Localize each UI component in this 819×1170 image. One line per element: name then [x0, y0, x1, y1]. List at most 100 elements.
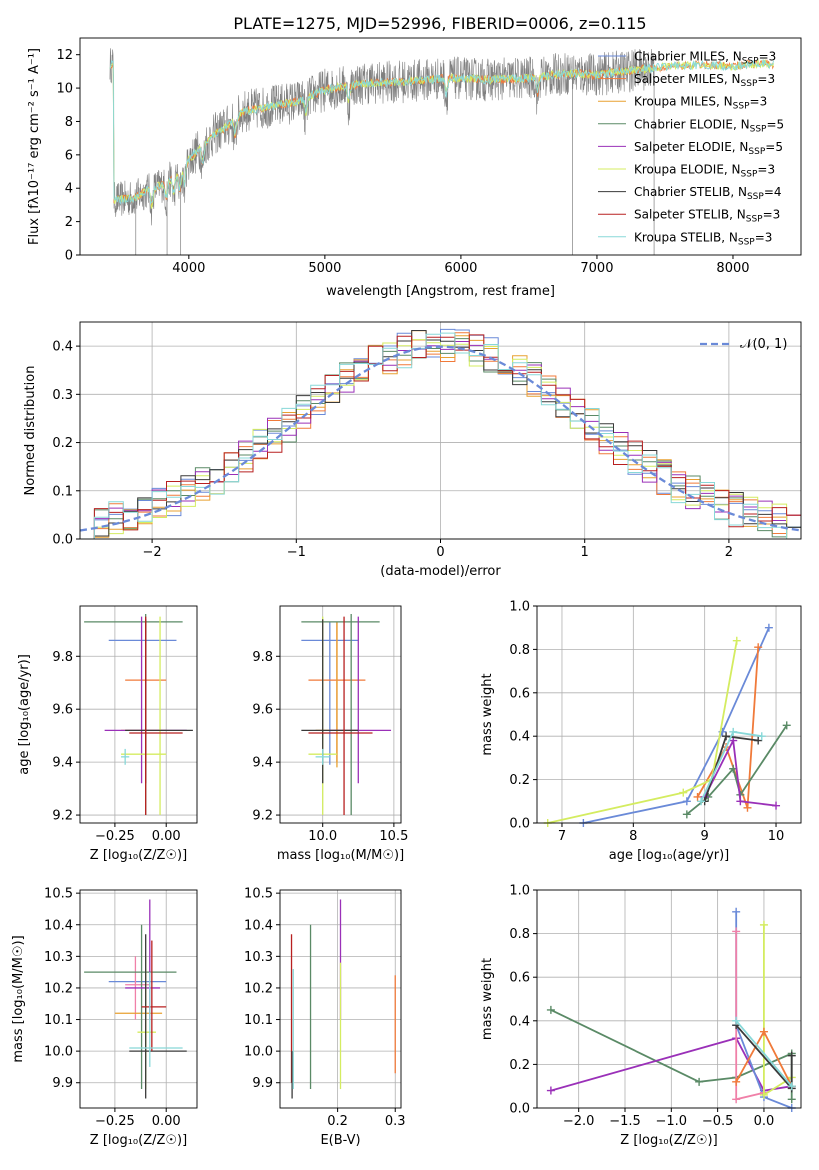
y-tick-label: 10 — [56, 82, 73, 97]
x-tick-label: −2 — [143, 545, 162, 560]
weight-series — [583, 627, 770, 823]
weight-marker — [787, 1095, 796, 1104]
y-axis-label: Normed distribution — [23, 366, 38, 496]
axes-frame — [79, 605, 198, 824]
x-tick-label: 10 — [768, 829, 785, 844]
y-tick-label: 9.2 — [52, 809, 73, 824]
y-axis-label: mass weight — [480, 673, 495, 755]
weight-series — [547, 640, 738, 823]
y-axis-label: mass [log₁₀(M/M☉)] — [11, 935, 26, 1062]
y-tick-label: 9.4 — [252, 756, 273, 771]
y-tick-label: 10.5 — [44, 887, 73, 902]
histogram-series — [80, 334, 801, 539]
x-axis-label: Z [log₁₀(Z/Z☉)] — [620, 1133, 717, 1148]
age-vs-mass-panel: 10.0 10.5 9.2 9.4 9.6 9.8 mass [log₁₀(M/M☉)] — [252, 605, 408, 863]
axes-frame — [536, 889, 802, 1109]
x-tick-label: 0.00 — [152, 1114, 181, 1129]
y-tick-label: 9.2 — [252, 809, 273, 824]
weight-marker — [697, 797, 706, 806]
mass-weight-vs-age-panel: 7 8 9 10 0.0 0.2 0.4 0.6 0.8 1.0 age [log₁₀(age/yr… — [480, 600, 802, 863]
y-tick-label: 10.1 — [244, 1013, 273, 1028]
weight-marker — [679, 788, 688, 797]
y-tick-label: 9.9 — [52, 1076, 73, 1091]
weight-marker — [754, 736, 763, 745]
weight-series — [735, 1020, 793, 1087]
y-tick-label: 0 — [65, 249, 73, 264]
x-tick-label: 0.00 — [152, 829, 181, 844]
y-tick-label: 0.4 — [509, 730, 530, 745]
y-tick-label: 0.3 — [52, 388, 73, 403]
x-axis-label: wavelength [Angstrom, rest frame] — [326, 284, 555, 299]
x-tick-label: −1.5 — [609, 1114, 641, 1129]
weight-marker — [732, 1095, 741, 1104]
x-tick-label: 7000 — [580, 261, 613, 276]
mass-weight-vs-metallicity-panel: −2.0 −1.5 −1.0 −0.5 0.0 0.0 0.2 0.4 0.6 0.8 1.0 Z [… — [480, 884, 802, 1148]
x-tick-label: −1.0 — [656, 1114, 688, 1129]
x-tick-label: 9 — [701, 829, 709, 844]
y-tick-label: 0.8 — [509, 643, 530, 658]
weight-marker — [732, 907, 741, 916]
x-tick-label: −2.0 — [563, 1114, 595, 1129]
x-tick-label: 0.2 — [327, 1114, 348, 1129]
x-axis-label: Z [log₁₀(Z/Z☉)] — [90, 848, 187, 863]
weight-series — [703, 737, 777, 807]
x-tick-label: −0.25 — [95, 1114, 135, 1129]
y-axis-label: mass weight — [480, 958, 495, 1040]
weight-marker — [787, 1051, 796, 1060]
y-tick-label: 10.0 — [244, 1045, 273, 1060]
x-axis-label: (data-model)/error — [380, 564, 501, 579]
x-tick-label: 5000 — [308, 261, 341, 276]
weight-series — [550, 1037, 792, 1092]
y-tick-label: 9.4 — [52, 756, 73, 771]
legend-label: Chabrier STELIB, NSSP=4 — [634, 185, 782, 202]
y-tick-label: 8 — [65, 115, 73, 130]
x-tick-label: 0 — [436, 545, 444, 560]
x-tick-label: 10.5 — [379, 829, 408, 844]
y-tick-label: 0.2 — [509, 1058, 530, 1073]
weight-marker — [759, 1090, 768, 1099]
x-axis-label: E(B-V) — [320, 1133, 360, 1148]
x-tick-label: 6000 — [444, 261, 477, 276]
legend-label: Salpeter ELODIE, NSSP=5 — [634, 140, 783, 157]
x-tick-label: 10.0 — [308, 829, 337, 844]
legend-label: Chabrier MILES, NSSP=3 — [634, 50, 776, 67]
y-tick-label: 9.8 — [52, 650, 73, 665]
weight-marker — [754, 643, 763, 652]
y-tick-label: 10.4 — [244, 918, 273, 933]
y-tick-label: 0.6 — [509, 686, 530, 701]
weight-marker — [682, 810, 691, 819]
legend-label: 𝒩(0, 1) — [740, 337, 787, 352]
legend-label: Chabrier ELODIE, NSSP=5 — [634, 117, 784, 134]
x-tick-label: 8000 — [716, 261, 749, 276]
y-tick-label: 9.9 — [252, 1076, 273, 1091]
y-tick-label: 0.6 — [509, 971, 530, 986]
weight-marker — [759, 920, 768, 929]
weight-marker — [732, 636, 741, 645]
y-tick-label: 0.4 — [509, 1014, 530, 1029]
y-axis-label: age [log₁₀(age/yr)] — [17, 654, 32, 775]
y-tick-label: 0.0 — [509, 1102, 530, 1117]
legend-label: Kroupa ELODIE, NSSP=3 — [634, 163, 775, 180]
x-tick-label: 0.0 — [754, 1114, 775, 1129]
weight-marker — [732, 927, 741, 936]
axes-frame — [79, 889, 198, 1109]
y-tick-label: 9.6 — [52, 703, 73, 718]
y-tick-label: 2 — [65, 215, 73, 230]
mass-vs-metallicity-panel: −0.25 0.00 9.9 10.0 10.1 10.2 10.3 10.4 10.5 Z [l… — [11, 887, 198, 1148]
weight-marker — [546, 1005, 555, 1014]
axes-frame — [79, 321, 802, 540]
histogram-series — [80, 332, 801, 539]
weight-marker — [787, 1082, 796, 1091]
weight-marker — [695, 1077, 704, 1086]
y-tick-label: 10.3 — [244, 950, 273, 965]
spectrum-panel: 4000 5000 6000 7000 8000 0 2 4 6 8 10 12 wavelength … — [27, 37, 802, 299]
x-tick-label: 7 — [558, 829, 566, 844]
legend-label: Salpeter STELIB, NSSP=3 — [634, 208, 780, 225]
axes-frame — [279, 605, 402, 824]
y-tick-label: 10.2 — [244, 981, 273, 996]
weight-marker — [729, 727, 738, 736]
legend-label: Salpeter MILES, NSSP=3 — [634, 72, 775, 89]
y-tick-label: 1.0 — [509, 600, 530, 615]
x-axis-label: mass [log₁₀(M/M☉)] — [277, 848, 404, 863]
